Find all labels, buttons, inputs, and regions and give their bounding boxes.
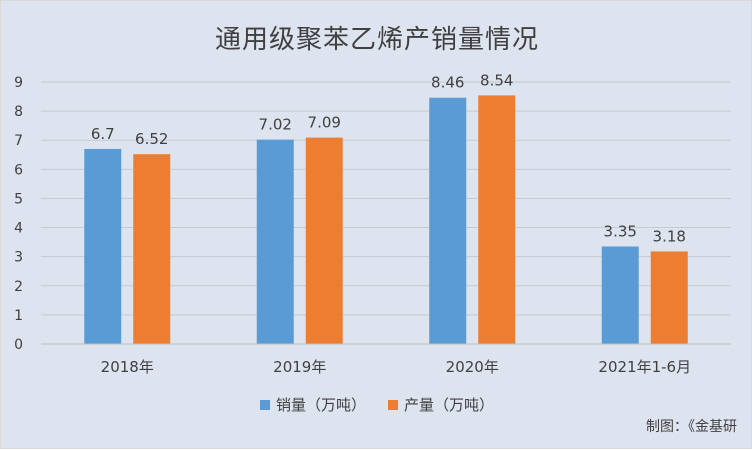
data-label: 7.02: [259, 116, 292, 134]
y-tick-label: 3: [14, 250, 23, 266]
legend-item-sales: 销量（万吨）: [259, 394, 366, 415]
bar: [256, 139, 294, 344]
data-label: 8.54: [480, 71, 513, 89]
y-tick-label: 7: [14, 133, 23, 149]
x-tick-label: 2018年: [101, 358, 154, 376]
data-label: 3.18: [653, 227, 686, 245]
legend-swatch-production: [388, 399, 398, 410]
bar: [429, 97, 467, 344]
y-tick-label: 8: [14, 104, 23, 120]
source-note: 制图：《金基研: [646, 419, 737, 435]
bar: [478, 95, 516, 344]
bar: [133, 154, 171, 344]
y-tick-label: 1: [14, 308, 23, 324]
chart-title: 通用级聚苯乙烯产销量情况: [214, 25, 539, 55]
bar: [650, 251, 688, 344]
bar: [84, 148, 122, 344]
y-tick-label: 6: [14, 162, 23, 178]
data-label: 6.52: [135, 130, 168, 148]
bar: [601, 246, 639, 344]
legend-label-sales: 销量（万吨）: [275, 396, 366, 414]
y-tick-label: 0: [14, 337, 23, 353]
legend-swatch-sales: [259, 399, 270, 410]
y-tick-label: 2: [14, 279, 23, 295]
y-tick-label: 5: [14, 191, 23, 207]
data-label: 7.09: [308, 114, 341, 132]
data-label: 8.46: [431, 74, 464, 92]
bar: [305, 137, 343, 344]
x-tick-label: 2020年: [446, 358, 499, 376]
x-tick-label: 2021年1-6月: [598, 358, 691, 376]
legend: 销量（万吨） 产量（万吨）: [1, 394, 752, 415]
legend-item-production: 产量（万吨）: [388, 394, 494, 415]
y-tick-label: 9: [14, 75, 23, 91]
data-label: 6.7: [91, 125, 115, 143]
legend-label-production: 产量（万吨）: [404, 396, 495, 414]
data-label: 3.35: [604, 222, 637, 240]
x-tick-label: 2019年: [273, 358, 326, 376]
y-tick-label: 4: [14, 221, 23, 237]
